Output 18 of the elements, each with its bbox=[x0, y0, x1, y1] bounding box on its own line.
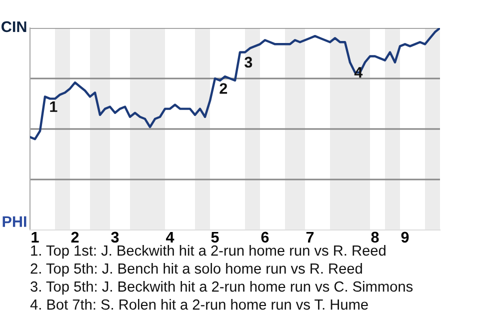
text: 4. Bot 7th: S. Rolen hit a 2-run home run vs T. Hume bbox=[30, 299, 368, 310]
x-tick-label: 1 bbox=[32, 232, 39, 242]
x-tick-label: 2 bbox=[71, 232, 79, 242]
text: 3. Top 5th: J. Beckwith hit a 2-run home run vs C. Simmons bbox=[30, 281, 413, 295]
x-tick-label: 4 bbox=[166, 232, 174, 242]
x-tick-label: 9 bbox=[401, 232, 409, 243]
annotation: 1 bbox=[50, 101, 58, 112]
x-tick-label: 3 bbox=[111, 232, 119, 243]
text: PHI bbox=[2, 216, 26, 227]
text: CIN bbox=[2, 21, 26, 32]
x-tick-label: 8 bbox=[371, 232, 379, 243]
x-tick-label: 7 bbox=[306, 232, 314, 242]
annotation: 3 bbox=[244, 56, 252, 68]
x-tick-label: 6 bbox=[261, 232, 269, 243]
text: 2. Top 5th: J. Bench hit a solo home run vs R. Reed bbox=[30, 263, 362, 277]
annotation: 2 bbox=[220, 83, 228, 94]
x-tick-label: 5 bbox=[211, 232, 219, 243]
text: 1. Top 1st: J. Beckwith hit a 2-run home run vs R. Reed bbox=[31, 245, 386, 259]
